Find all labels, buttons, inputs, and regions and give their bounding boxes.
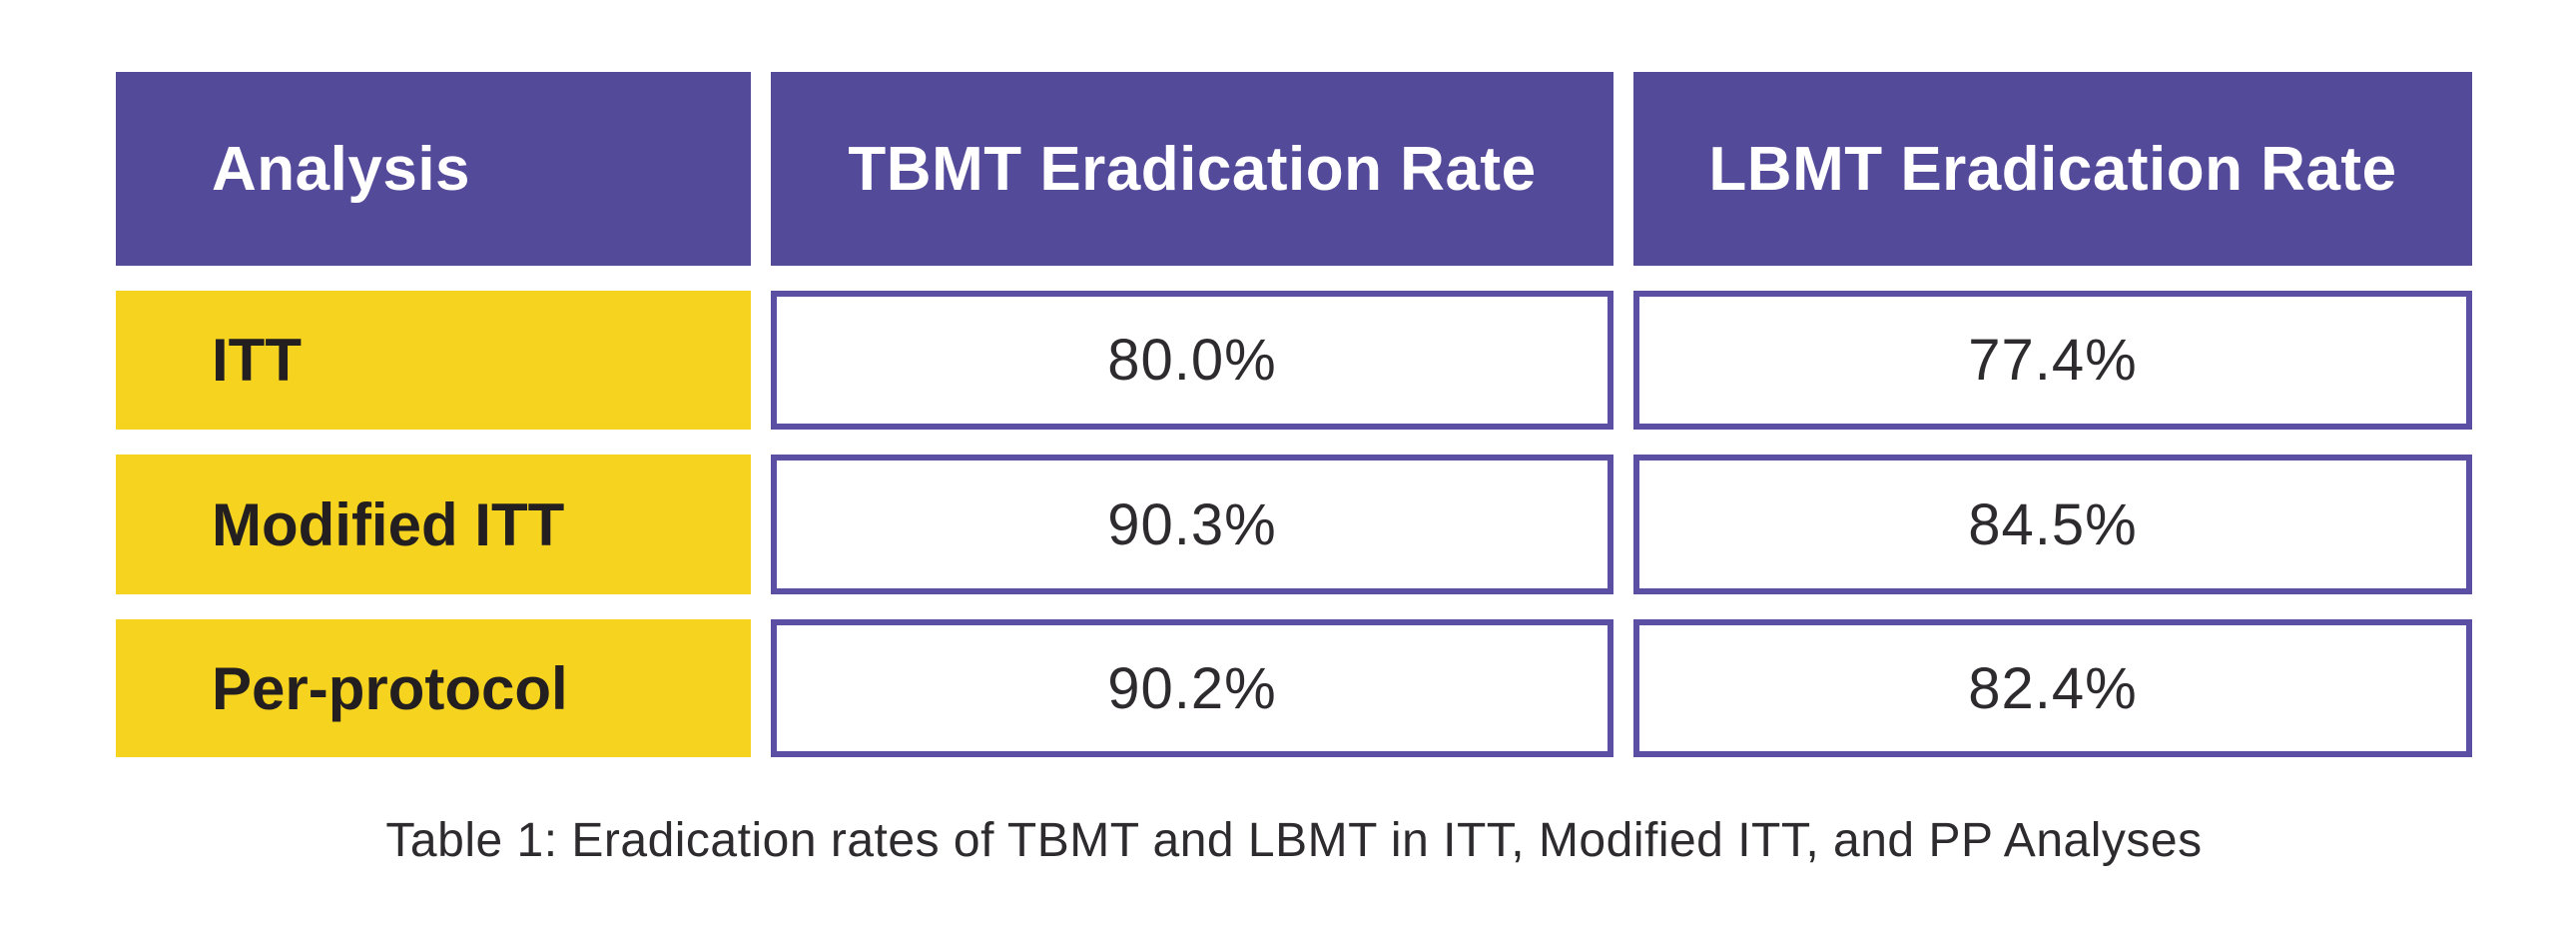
- eradication-rates-table: Analysis TBMT Eradication Rate LBMT Erad…: [116, 72, 2472, 757]
- value-cell-itt-lbmt: 77.4%: [1633, 291, 2472, 430]
- row-label-per-protocol: Per-protocol: [116, 619, 751, 757]
- row-label-modified-itt: Modified ITT: [116, 455, 751, 594]
- value-cell-per-protocol-tbmt: 90.2%: [771, 619, 1613, 757]
- value-cell-modified-itt-lbmt: 84.5%: [1633, 455, 2472, 594]
- column-header-analysis: Analysis: [116, 72, 751, 266]
- table-caption: Table 1: Eradication rates of TBMT and L…: [385, 814, 2203, 867]
- value-cell-itt-tbmt: 80.0%: [771, 291, 1613, 430]
- row-label-itt: ITT: [116, 291, 751, 430]
- column-header-tbmt-eradication-rate: TBMT Eradication Rate: [771, 72, 1613, 266]
- column-header-lbmt-eradication-rate: LBMT Eradication Rate: [1633, 72, 2472, 266]
- value-cell-per-protocol-lbmt: 82.4%: [1633, 619, 2472, 757]
- value-cell-modified-itt-tbmt: 90.3%: [771, 455, 1613, 594]
